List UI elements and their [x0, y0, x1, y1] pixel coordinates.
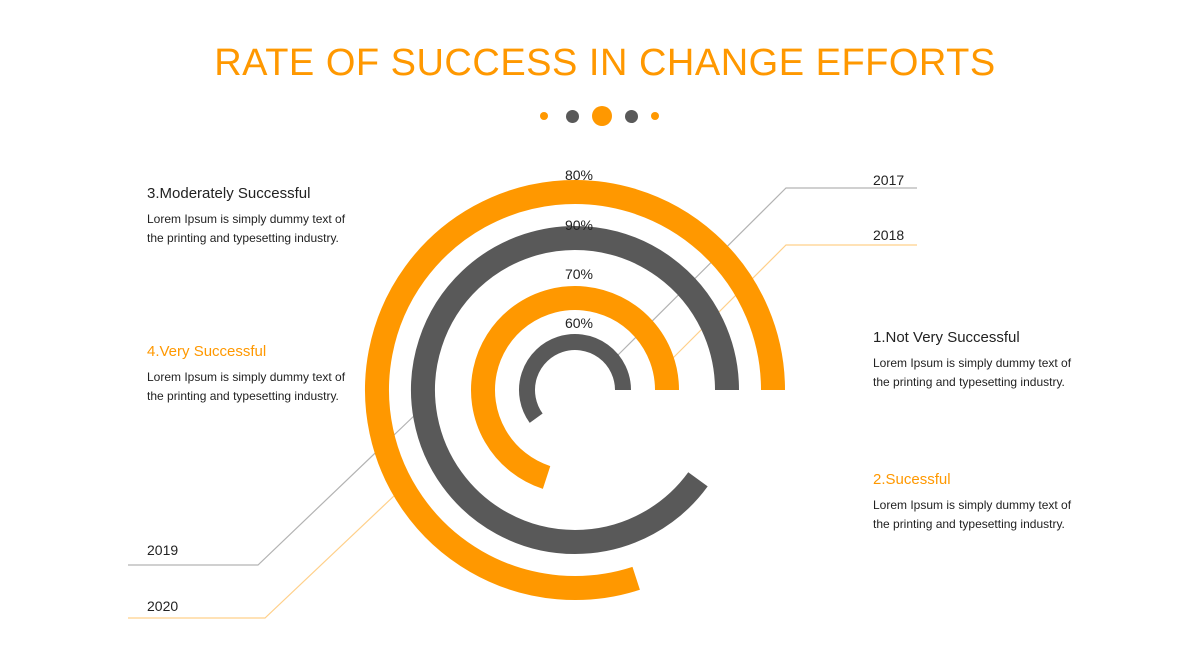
block-heading: 4.Very Successful: [147, 343, 267, 360]
dot-icon: [625, 110, 638, 123]
block-heading: 1.Not Very Successful: [873, 329, 1020, 346]
dot-icon: [540, 112, 548, 120]
block-body: Lorem Ipsum is simply dummy text of the …: [873, 356, 1072, 389]
dot-icon: [592, 106, 612, 126]
ring-arc-70: [471, 286, 679, 489]
page-title: RATE OF SUCCESS IN CHANGE EFFORTS: [214, 42, 996, 84]
block-body: Lorem Ipsum is simply dummy text of the …: [147, 370, 346, 403]
decorative-dots: [0, 106, 1200, 126]
ring-label-90: 90%: [565, 217, 593, 233]
dot-icon: [566, 110, 579, 123]
legend-block-moderately-successful: 3.Moderately Successful Lorem Ipsum is s…: [147, 185, 407, 248]
ring-arc-90: [411, 226, 739, 554]
legend-block-successful: 2.Sucessful Lorem Ipsum is simply dummy …: [873, 471, 1133, 534]
ring-label-60: 60%: [565, 315, 593, 331]
ring-arc-80: [365, 180, 785, 600]
year-label-2019: 2019: [147, 542, 179, 558]
ring-label-70: 70%: [565, 266, 593, 282]
year-label-2020: 2020: [147, 598, 179, 614]
ring-arc-60: [519, 334, 631, 423]
block-body: Lorem Ipsum is simply dummy text of the …: [147, 212, 346, 245]
legend-block-not-very-successful: 1.Not Very Successful Lorem Ipsum is sim…: [873, 329, 1133, 392]
ring-label-80: 80%: [565, 167, 593, 183]
legend-block-very-successful: 4.Very Successful Lorem Ipsum is simply …: [147, 343, 407, 406]
year-label-2018: 2018: [873, 227, 905, 243]
block-heading: 3.Moderately Successful: [147, 185, 311, 202]
block-heading: 2.Sucessful: [873, 471, 951, 488]
year-label-2017: 2017: [873, 172, 905, 188]
leader-line-2017: [617, 187, 917, 356]
leader-line-2020: [128, 494, 396, 619]
block-body: Lorem Ipsum is simply dummy text of the …: [873, 498, 1072, 531]
dot-icon: [651, 112, 659, 120]
leader-line-2019: [128, 413, 417, 566]
